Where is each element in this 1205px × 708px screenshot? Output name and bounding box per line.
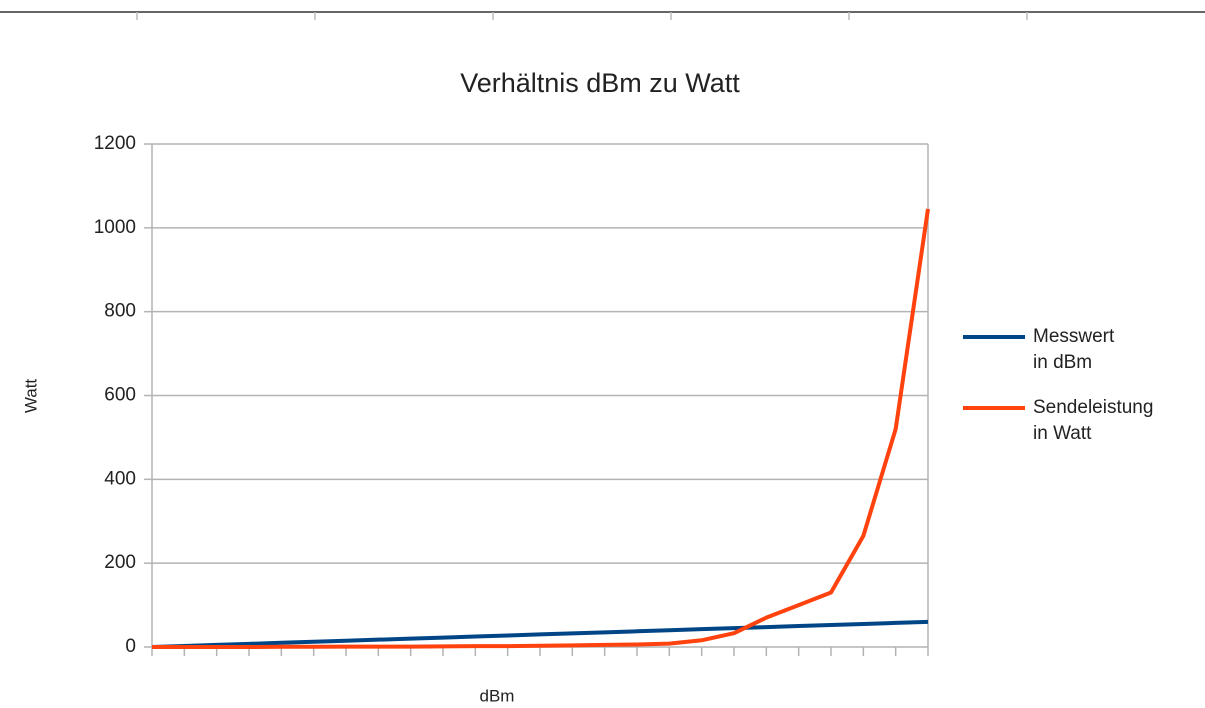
- legend-label-line: in dBm: [1033, 352, 1092, 373]
- legend-label-line: Sendeleistung: [1033, 397, 1153, 418]
- y-axis-label: Watt: [21, 379, 40, 414]
- series-line: [151, 619, 929, 649]
- y-tick-label: 800: [104, 301, 136, 322]
- y-tick-label: 0: [125, 636, 136, 657]
- legend-label: Messwert in dBm: [1033, 326, 1115, 373]
- legend-label-line: Messwert: [1033, 326, 1115, 347]
- y-tick-label: 1000: [94, 217, 136, 238]
- y-tick-label: 200: [104, 552, 136, 573]
- legend-label: Sendeleistung in Watt: [1033, 397, 1153, 444]
- series-line: [152, 208, 930, 649]
- y-tick-label: 400: [104, 468, 136, 489]
- sheet-header: [0, 11, 1205, 20]
- legend-label-line: in Watt: [1033, 423, 1092, 444]
- y-tick-label: 1200: [94, 133, 136, 154]
- x-axis-label: dBm: [480, 686, 515, 705]
- chart-title: Verhältnis dBm zu Watt: [460, 68, 740, 98]
- y-tick-label: 600: [104, 385, 136, 406]
